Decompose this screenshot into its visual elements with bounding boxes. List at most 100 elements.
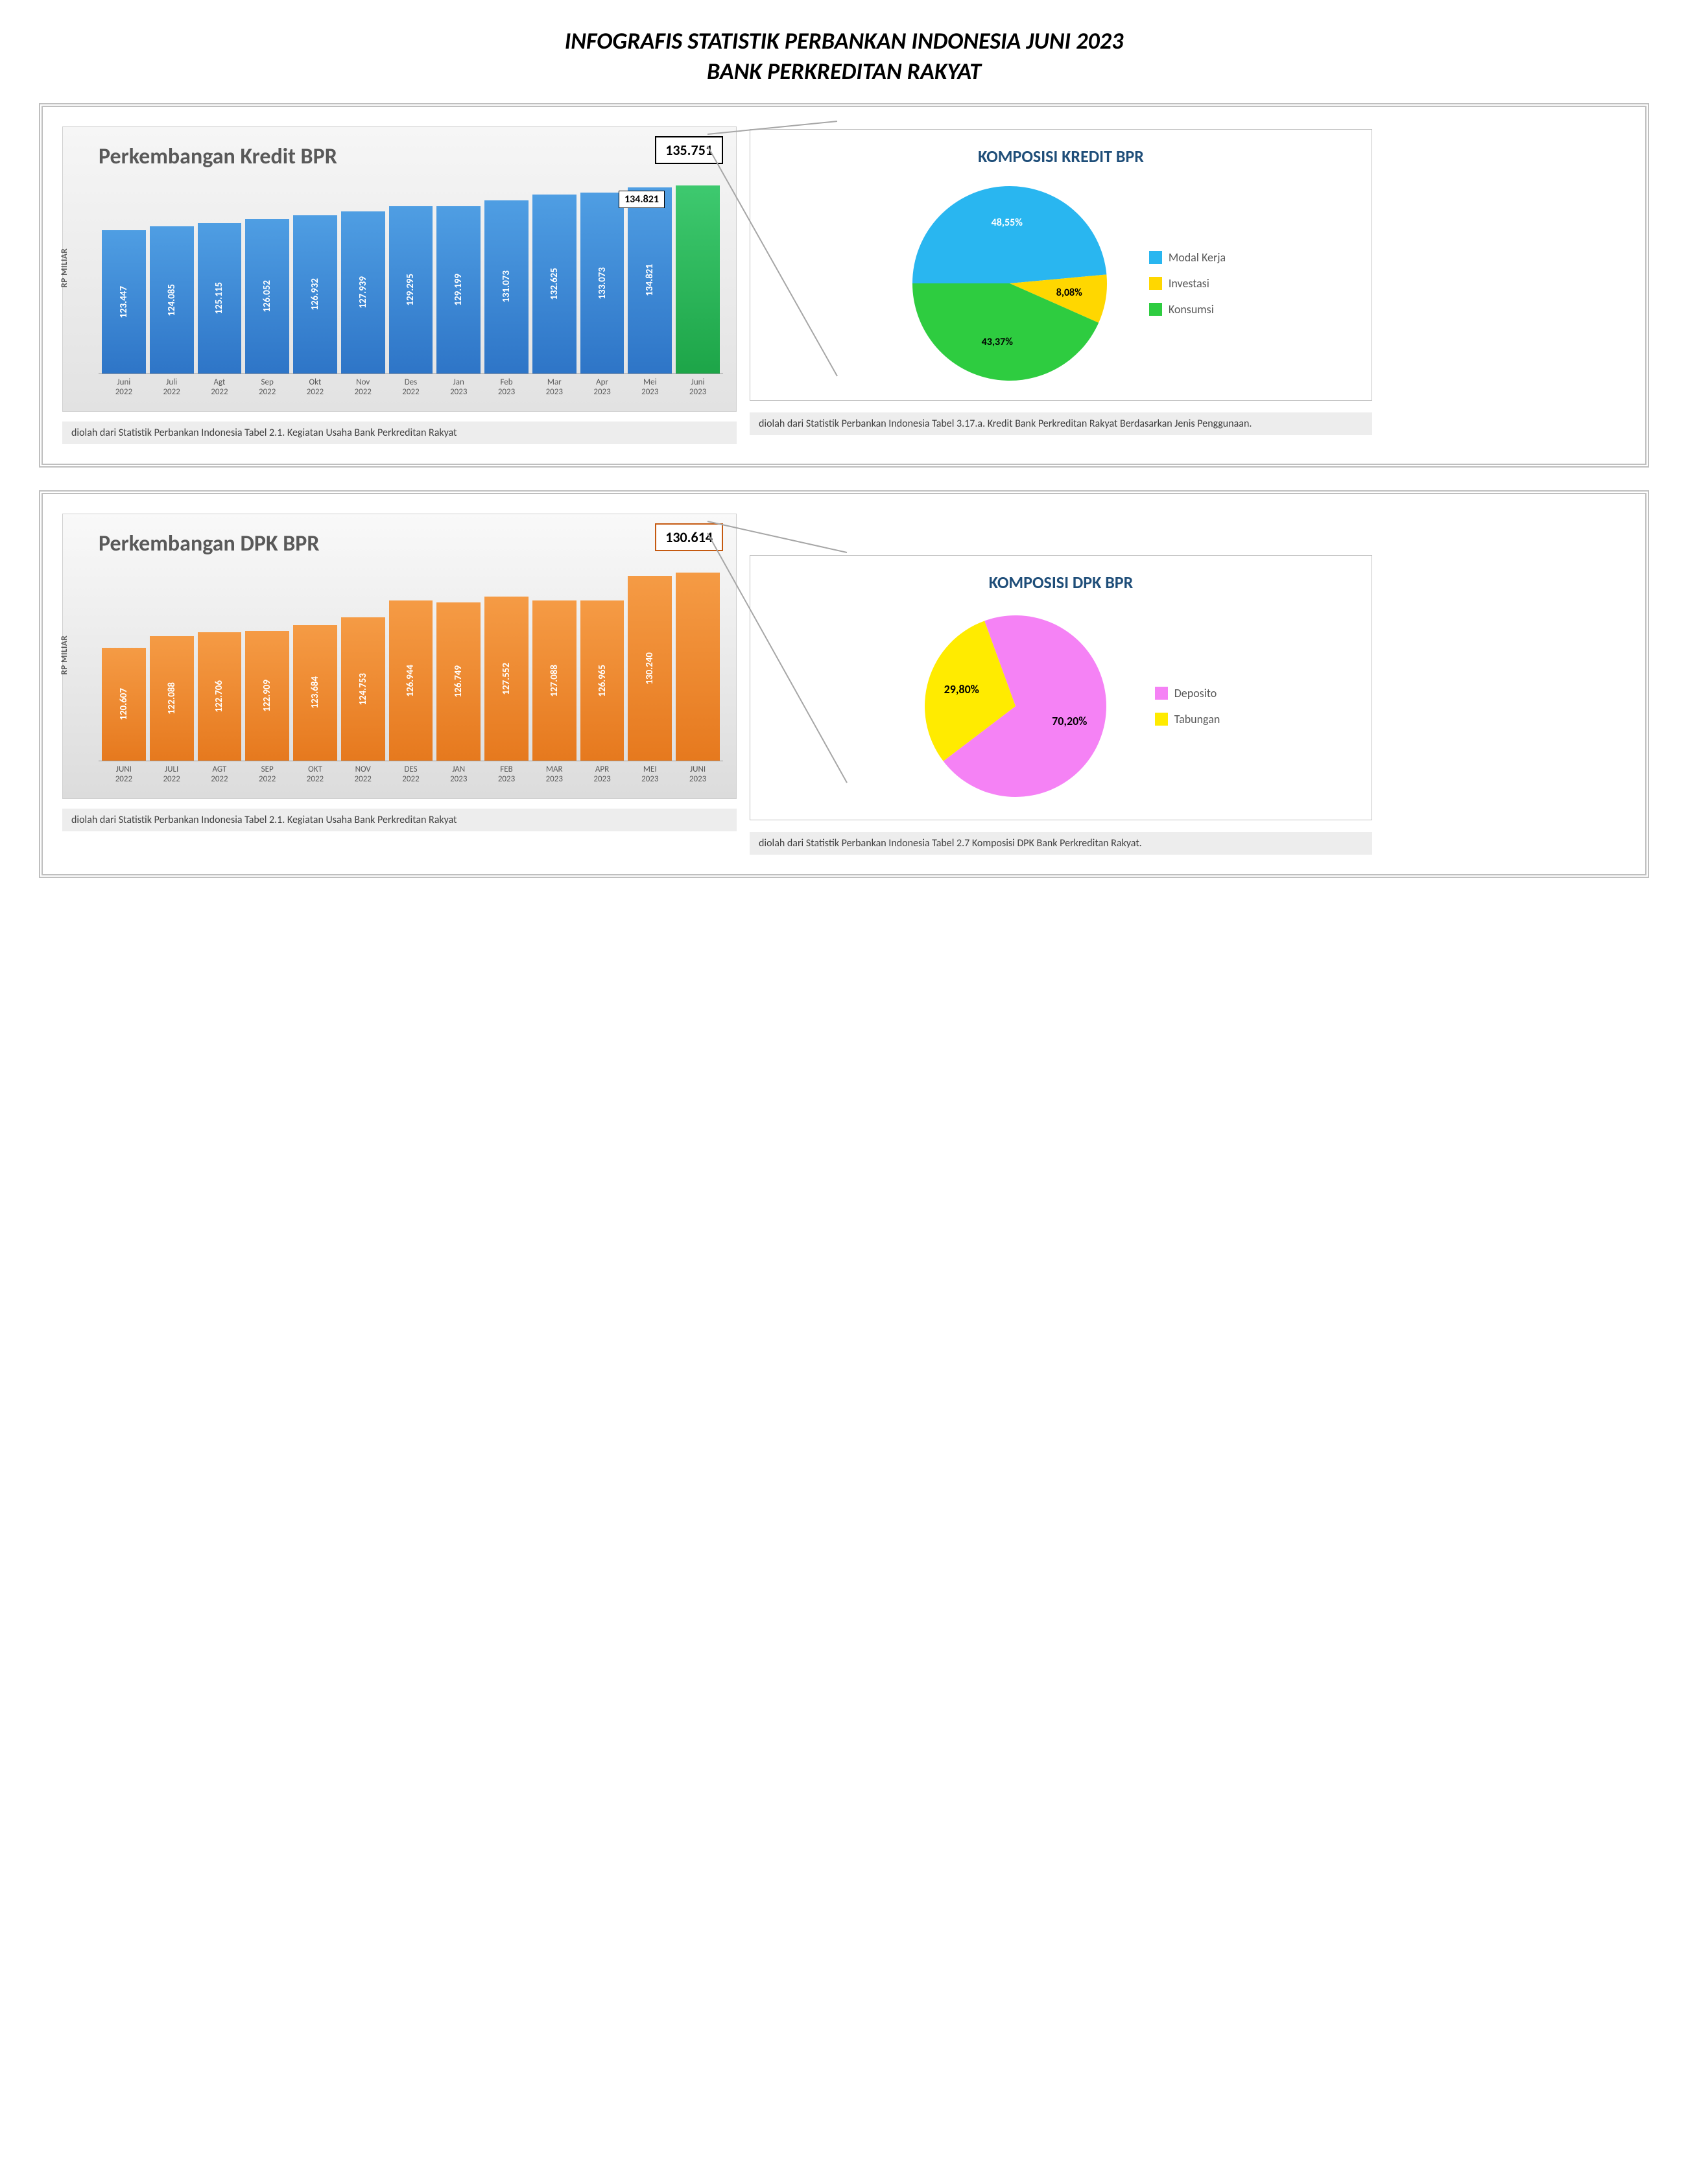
x-axis-label: Sep2022 [245, 377, 289, 398]
panel-dpk: Perkembangan DPK BPR RP MILIAR 120.607 12… [39, 490, 1649, 878]
bar-value-label: 122.706 [213, 680, 225, 713]
title-line1: INFOGRAFIS STATISTIK PERBANKAN INDONESIA… [565, 27, 1124, 55]
x-axis-label: JULI2022 [150, 765, 194, 785]
bar-value-label: 126.965 [597, 665, 608, 697]
bar-chart-dpk-title: Perkembangan DPK BPR [99, 530, 723, 557]
bar-highlight [676, 573, 720, 761]
bar-chart-kredit-container: Perkembangan Kredit BPR RP MILIAR 123.44… [62, 126, 737, 444]
bar-column: 129.295 [389, 206, 433, 374]
bar-value-label: 127.088 [549, 665, 560, 697]
bar-value-label: 126.052 [261, 280, 273, 313]
bar-column: 131.073 [484, 200, 529, 374]
bar-value-label: 130.240 [644, 652, 656, 685]
bar-value-label: 123.447 [118, 286, 130, 318]
x-axis-label: MAR2023 [532, 765, 577, 785]
x-axis-label: SEP2022 [245, 765, 289, 785]
bar: 123.684 [293, 625, 337, 761]
x-axis-label: APR2023 [580, 765, 624, 785]
legend-item: Tabungan [1155, 712, 1220, 726]
bar: 126.749 [436, 602, 481, 761]
pie-chart-dpk-legend: Deposito Tabungan [1155, 686, 1220, 726]
x-axis-label: DES2022 [389, 765, 433, 785]
bar: 126.052 [245, 219, 289, 374]
legend-item: Modal Kerja [1149, 250, 1226, 265]
bar-column: 126.749 [436, 602, 481, 761]
bar-column: 124.753 [341, 617, 385, 760]
bar-column: 132.625 [532, 195, 577, 374]
bar: 124.753 [341, 617, 385, 760]
bar-value-label: 133.073 [597, 267, 608, 300]
x-axis-label: NOV2022 [341, 765, 385, 785]
bar-value-label: 125.115 [213, 282, 225, 315]
bar: 125.115 [198, 223, 242, 374]
x-axis-label: Mei2023 [628, 377, 672, 398]
bar-column: 120.607 [102, 648, 146, 761]
bar: 127.088 [532, 600, 577, 761]
bar-column: 134.821 [628, 187, 672, 374]
bar-column: 127.088 [532, 600, 577, 761]
x-axis-label: Okt2022 [293, 377, 337, 398]
bar-value-label: 124.085 [166, 284, 178, 316]
legend-swatch [1155, 687, 1168, 700]
x-axis-label: Mar2023 [532, 377, 577, 398]
callout-juni-dpk: 130.614 [655, 523, 723, 551]
legend-label: Tabungan [1174, 712, 1220, 726]
bar-column: 130.240 [628, 576, 672, 760]
x-axis-label: AGT2022 [198, 765, 242, 785]
pie-slice-label: 29,80% [944, 682, 979, 696]
bar-value-label: 134.821 [644, 264, 656, 296]
bar-value-label: 124.753 [357, 673, 369, 706]
source-note-dpk-bar: diolah dari Statistik Perbankan Indonesi… [62, 809, 737, 831]
x-axis-label: JUNI2023 [676, 765, 720, 785]
bar-column [676, 573, 720, 761]
bar-column: 127.552 [484, 597, 529, 760]
legend-label: Modal Kerja [1169, 250, 1226, 265]
bar-column: 123.684 [293, 625, 337, 761]
pie-slice-label: 8,08% [1056, 287, 1082, 299]
pie-chart-kredit-title: KOMPOSISI KREDIT BPR [763, 146, 1359, 167]
bar-value-label: 126.944 [405, 665, 416, 697]
bar: 132.625 [532, 195, 577, 374]
bar-column: 123.447 [102, 230, 146, 373]
x-axis-label: Apr2023 [580, 377, 624, 398]
pie-slice-label: 48,55% [991, 217, 1023, 229]
bar-column: 126.944 [389, 600, 433, 761]
bar-value-label: 122.088 [166, 682, 178, 715]
bar: 126.944 [389, 600, 433, 761]
pie-chart-kredit: KOMPOSISI KREDIT BPR 48,55% 8,08% 43,37% M… [750, 129, 1372, 401]
pie-chart-kredit-svg: 48,55% 8,08% 43,37% [896, 180, 1123, 387]
x-axis-label: Juni2023 [676, 377, 720, 398]
x-axis-label: Juni2022 [102, 377, 146, 398]
bar-chart-dpk-container: Perkembangan DPK BPR RP MILIAR 120.607 12… [62, 514, 737, 831]
pie-slice-label: 70,20% [1052, 713, 1087, 728]
legend-item: Deposito [1155, 686, 1220, 700]
bar-value-label: 127.552 [501, 663, 512, 695]
pie-chart-kredit-wrapper: KOMPOSISI KREDIT BPR 48,55% 8,08% 43,37% M… [750, 126, 1372, 435]
bar-chart-dpk-ylabel: RP MILIAR [60, 635, 69, 675]
legend-label: Investasi [1169, 276, 1209, 291]
bar-column: 126.932 [293, 215, 337, 374]
bar: 122.706 [198, 632, 242, 760]
bar-chart-dpk-xlabels: JUNI2022JULI2022AGT2022SEP2022OKT2022NOV… [99, 761, 723, 785]
pie-chart-kredit-legend: Modal KerjaInvestasiKonsumsi [1149, 250, 1226, 316]
x-axis-label: JUNI2022 [102, 765, 146, 785]
pie-slice-label: 43,37% [981, 335, 1013, 348]
x-axis-label: OKT2022 [293, 765, 337, 785]
legend-swatch [1149, 303, 1162, 316]
bar-value-label: 127.939 [357, 276, 369, 309]
bar-chart-kredit-bars: 123.447 124.085 125.115 126.052 126.932 127.9… [99, 180, 723, 374]
bar: 129.295 [389, 206, 433, 374]
legend-item: Investasi [1149, 276, 1226, 291]
pie-chart-dpk-svg: 70,20% 29,80% [902, 606, 1129, 807]
bar-value-label: 131.073 [501, 270, 512, 303]
source-note-dpk-pie: diolah dari Statistik Perbankan Indonesi… [750, 832, 1372, 855]
bar-highlight [676, 185, 720, 374]
bar-column: 133.073 [580, 193, 624, 373]
bar-value-label: 126.749 [453, 665, 464, 698]
x-axis-label: Nov2022 [341, 377, 385, 398]
bar: 130.240 [628, 576, 672, 760]
callout-juni-kredit: 135.751 [655, 136, 723, 164]
legend-swatch [1155, 713, 1168, 726]
bar-chart-kredit-xlabels: Juni2022Juli2022Agt2022Sep2022Okt2022Nov… [99, 374, 723, 398]
x-axis-label: JAN2023 [436, 765, 481, 785]
